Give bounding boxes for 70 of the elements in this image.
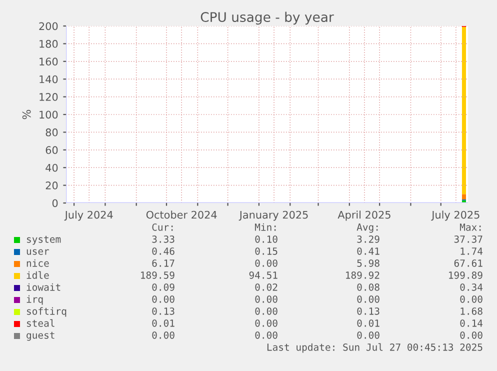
text: 0.02	[255, 283, 278, 291]
y-tick-label: 120	[40, 93, 58, 101]
y-tick-label: 100	[40, 110, 58, 119]
text: 0.00	[255, 319, 278, 327]
text: Avg:	[356, 224, 378, 233]
text: 0.13	[152, 307, 174, 315]
legend-label: idle	[26, 271, 49, 279]
legend-label: irq	[26, 295, 43, 305]
x-tick-label: July 2024	[64, 210, 113, 221]
text: 0.41	[357, 247, 380, 255]
text: 0.46	[152, 247, 174, 255]
x-tick-label: April 2025	[338, 210, 390, 221]
text: 0.00	[357, 331, 380, 339]
text: 1.68	[460, 307, 482, 315]
text: 0.34	[460, 283, 483, 291]
text: 199.89	[449, 271, 482, 279]
y-tick-label: 80	[46, 128, 58, 136]
x-tick-label: January 2025	[238, 210, 308, 221]
legend-label: user	[26, 249, 50, 255]
legend-label: iowait	[26, 283, 60, 291]
text: 0.00	[255, 259, 278, 267]
text: 189.92	[346, 271, 380, 279]
y-tick-label: 140	[40, 75, 58, 84]
legend-label: steal	[27, 319, 54, 327]
text: 0.09	[152, 283, 174, 291]
text: 1.74	[460, 248, 483, 255]
x-tick-label: July 2025	[431, 210, 480, 221]
text: 0.00	[460, 295, 482, 303]
y-tick-label: 160	[40, 58, 58, 66]
text: 0.00	[255, 295, 278, 303]
y-tick-label: 0	[52, 199, 58, 208]
text: 6.17	[152, 259, 174, 267]
chart-title: CPU usage - by year	[200, 12, 334, 25]
text: 3.29	[357, 235, 380, 243]
text: 0.00	[152, 295, 174, 303]
legend-label: system	[27, 236, 61, 245]
text: 5.98	[357, 259, 380, 267]
text: Max:	[460, 224, 481, 231]
legend-label: nice	[26, 259, 49, 267]
text: 37.37	[454, 235, 482, 243]
legend-label: softirq	[27, 307, 66, 317]
text: 0.13	[357, 307, 380, 315]
x-tick-label: October 2024	[146, 210, 217, 219]
text: 0.08	[357, 283, 380, 291]
text: Min:	[254, 223, 276, 231]
y-axis-title: %	[22, 110, 31, 120]
text: 0.15	[255, 247, 278, 255]
bar	[462, 26, 466, 194]
text: 0.01	[152, 319, 174, 327]
text: 0.00	[255, 331, 278, 339]
y-tick-label: 20	[46, 182, 58, 190]
y-tick-label: 60	[46, 146, 58, 154]
text: 0.00	[255, 307, 278, 315]
bar	[462, 194, 466, 200]
y-tick-label: 40	[46, 164, 58, 172]
text: 0.14	[460, 319, 483, 327]
text: 0.00	[460, 331, 482, 339]
text: Cur:	[152, 223, 173, 231]
text: 94.51	[249, 271, 278, 279]
legend-label: guest	[26, 332, 54, 341]
y-tick-label: 200	[39, 22, 58, 30]
y-tick-label: 180	[40, 40, 58, 48]
text: 3.33	[152, 235, 174, 243]
text: 0.01	[357, 319, 380, 327]
text: 67.61	[454, 259, 482, 267]
text: Last update: Sun Jul 27 00:45:13 2025	[267, 343, 482, 353]
text: 0.10	[255, 235, 278, 243]
text: 189.59	[141, 271, 174, 279]
text: 0.00	[357, 295, 380, 303]
text: 0.00	[152, 331, 174, 339]
